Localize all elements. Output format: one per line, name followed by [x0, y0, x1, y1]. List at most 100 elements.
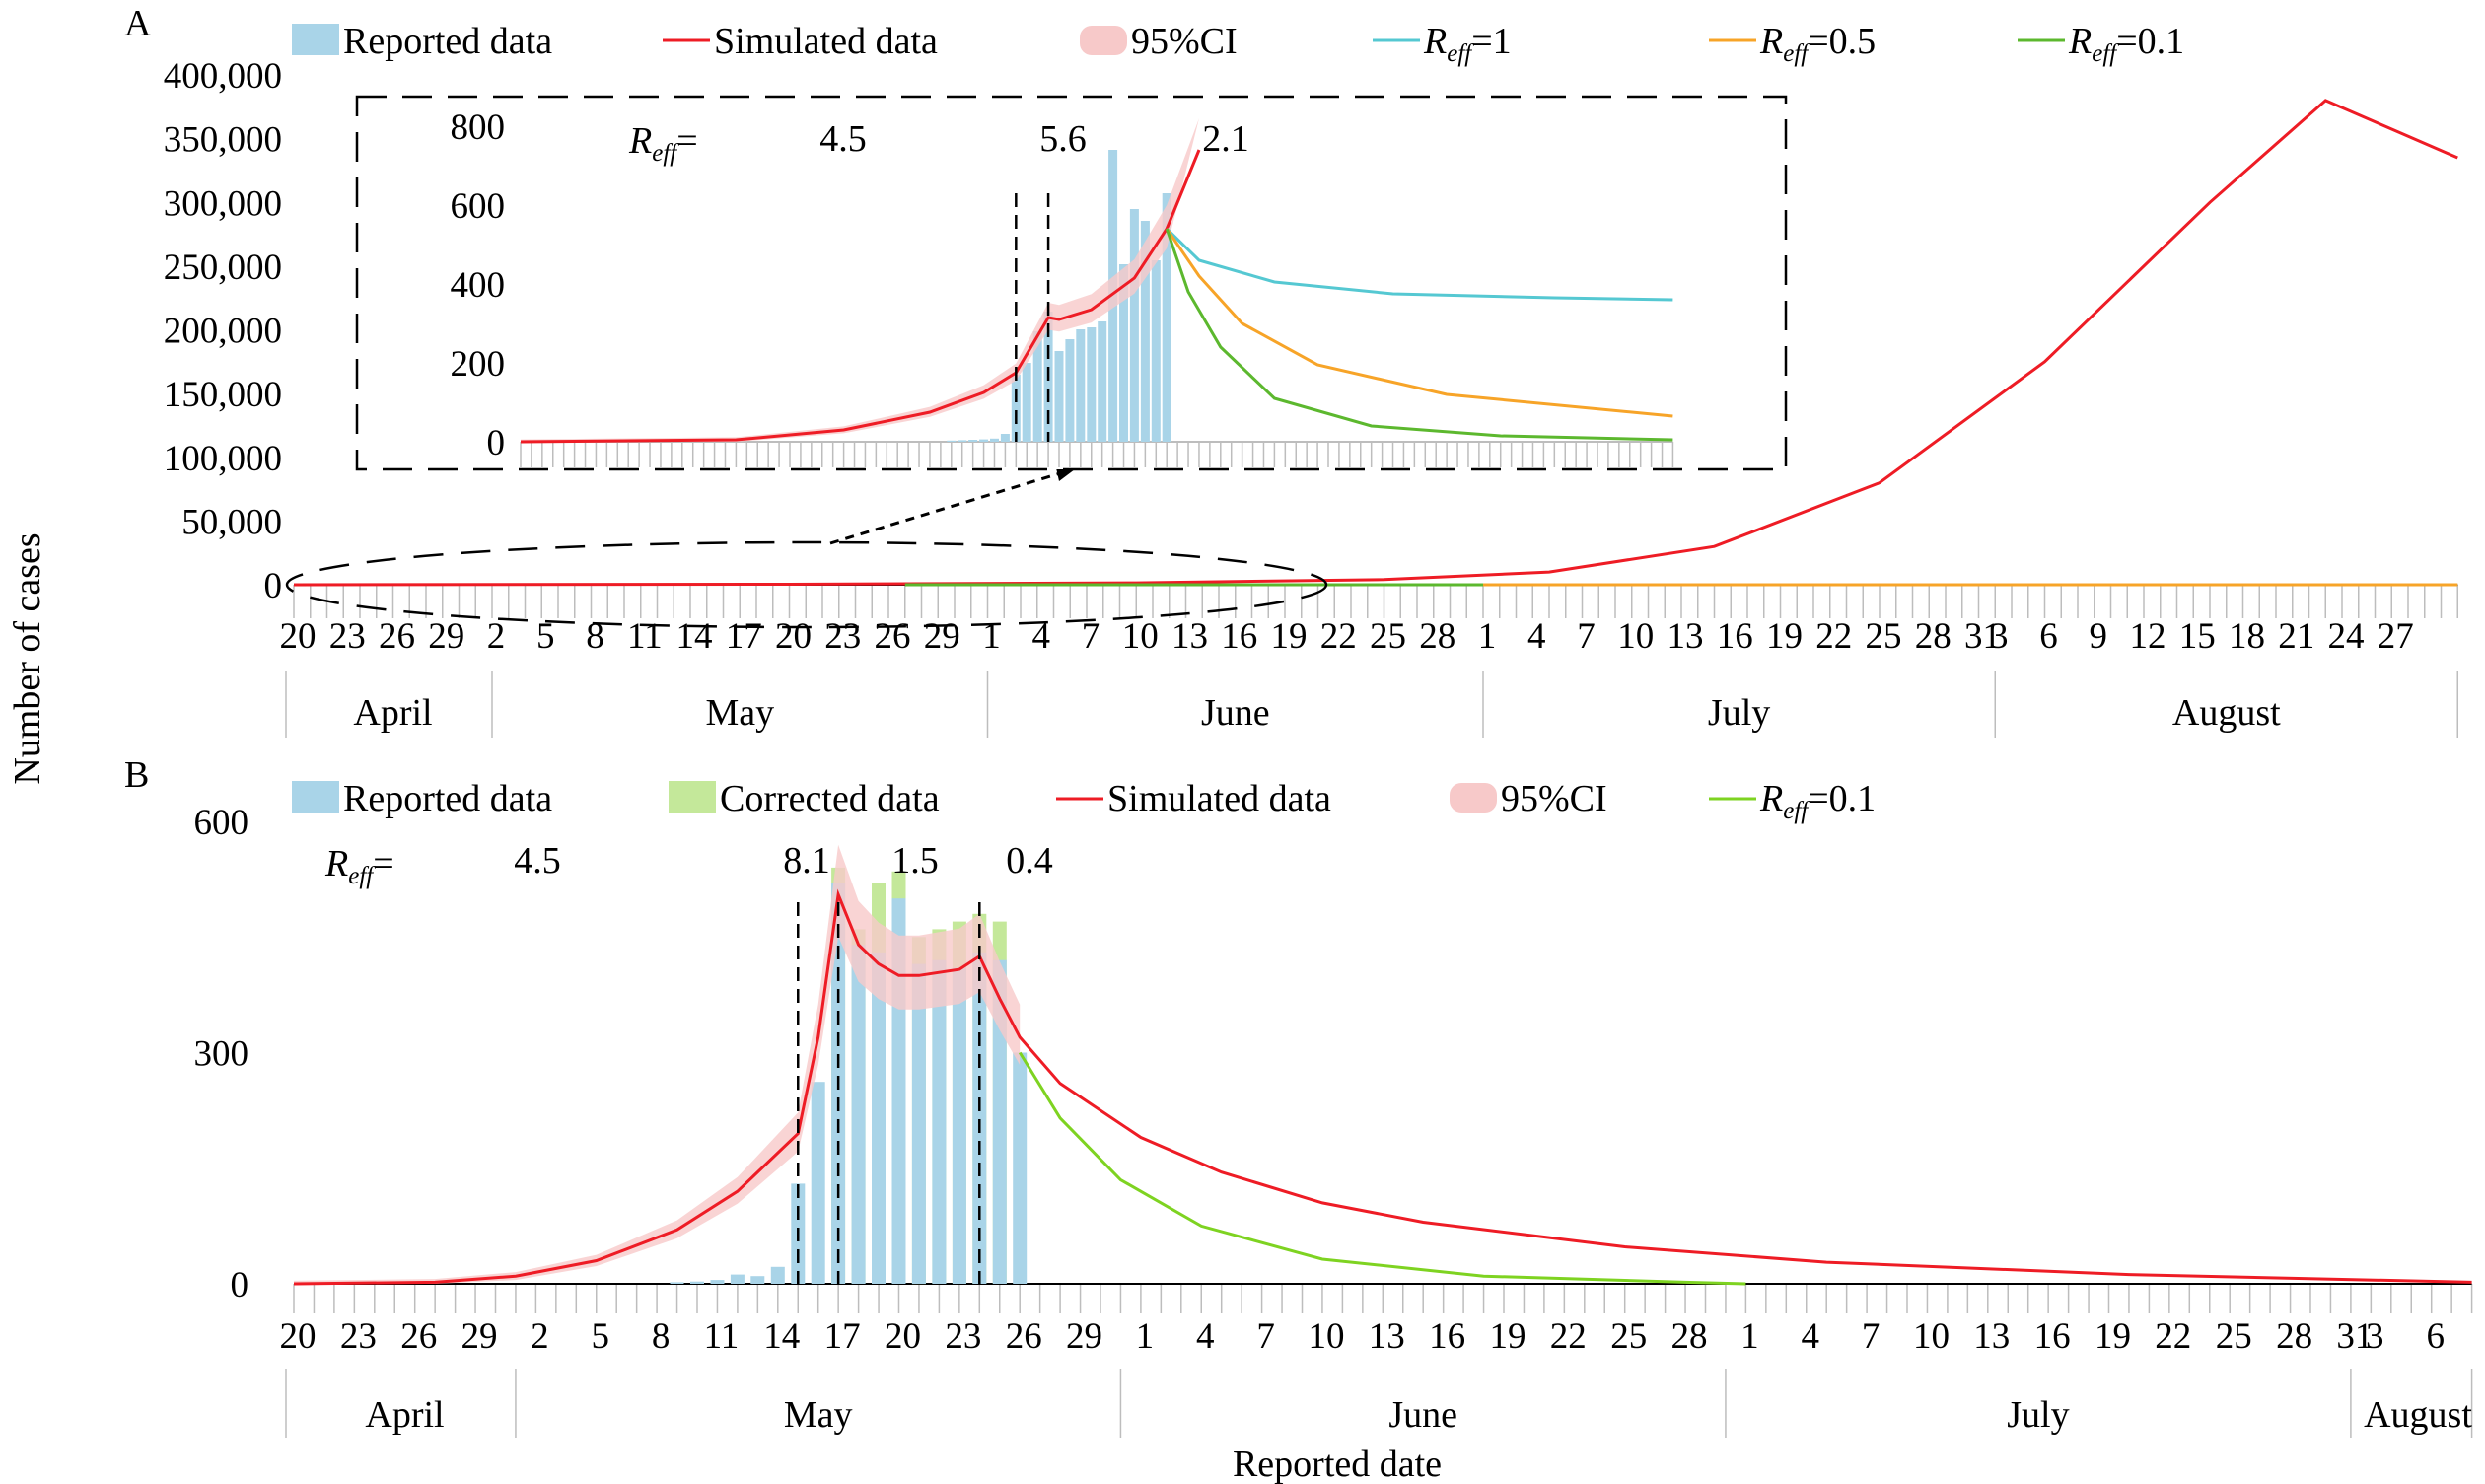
x-tick-label: 7	[1082, 616, 1100, 657]
reported-bar	[1129, 209, 1139, 442]
x-tick-label: 5	[536, 616, 555, 657]
x-tick-label: 22	[1320, 616, 1357, 657]
y-tick-label: 350,000	[164, 120, 282, 161]
x-tick-label: 22	[1550, 1316, 1587, 1357]
reff-value: 0.4	[1006, 840, 1053, 882]
x-tick-label: 13	[1172, 616, 1208, 657]
x-tick-label: 31	[2336, 1316, 2373, 1357]
reff-value: 4.5	[514, 840, 561, 882]
reported-bar	[750, 1276, 765, 1284]
reported-bar	[1076, 329, 1086, 442]
reported-bar	[947, 440, 957, 442]
panel-b-series	[293, 844, 2472, 1286]
y-tick-label: 0	[231, 1265, 249, 1306]
legend-label: Reff=0.5	[1759, 21, 1876, 67]
inset-simulated-line	[520, 149, 1201, 444]
x-tick-label: 17	[726, 616, 762, 657]
x-tick-label: 23	[340, 1316, 377, 1357]
x-tick-label: 28	[2276, 1316, 2312, 1357]
reported-bar	[1000, 434, 1010, 442]
reported-bar	[990, 438, 999, 442]
reported-bar	[1054, 351, 1064, 442]
x-tick-label: 26	[875, 616, 911, 657]
x-tick-label: 12	[2130, 616, 2166, 657]
y-tick-label: 50,000	[181, 502, 282, 542]
x-tick-label: 25	[2216, 1316, 2252, 1357]
y-axis-title: Number of cases	[7, 532, 48, 784]
y-tick-label: 300,000	[164, 183, 282, 224]
panel-a-inset: 0 200 400 600 800 Reff= 4.5 5.6 2.1	[355, 95, 1788, 471]
zoom-arrow	[829, 471, 1061, 545]
panel-b-reff-labels: Reff= 4.5 8.1 1.5 0.4	[324, 840, 1053, 889]
y-tick-label: 600	[194, 803, 249, 843]
legend-label: Reff=0.1	[1759, 778, 1876, 824]
x-tick-label: 1	[1740, 1316, 1759, 1357]
x-tick-label: 9	[2090, 616, 2108, 657]
x-tick-label: 20	[885, 1316, 921, 1357]
x-tick-label: 29	[924, 616, 960, 657]
panel-a-series	[293, 99, 2458, 587]
x-tick-label: 20	[280, 616, 317, 657]
x-tick-label: 26	[1006, 1316, 1042, 1357]
x-tick-label: 28	[1419, 616, 1456, 657]
reported-bar	[1032, 331, 1042, 442]
inset-reff-value: 4.5	[819, 118, 867, 160]
month-label: August	[2172, 692, 2281, 734]
x-tick-label: 22	[2155, 1316, 2191, 1357]
reff-label: Reff=	[324, 843, 394, 889]
x-tick-label: 7	[1862, 1316, 1881, 1357]
reported-bar	[958, 440, 967, 442]
panel-b-month-labels: April May June July August	[285, 1369, 2473, 1438]
x-tick-label: 16	[2034, 1316, 2071, 1357]
month-label: May	[705, 692, 774, 734]
inset-y-tick: 200	[451, 344, 506, 385]
legend-swatch-ci	[1080, 26, 1127, 55]
y-tick-label: 400,000	[164, 56, 282, 97]
reported-bar	[1140, 221, 1150, 442]
reported-bar	[1022, 363, 1031, 442]
month-label: June	[1388, 1394, 1457, 1436]
reported-bar	[811, 1082, 825, 1284]
x-tick-label: 16	[1221, 616, 1257, 657]
x-tick-label: 16	[1429, 1316, 1465, 1357]
inset-reff-labels: Reff= 4.5 5.6 2.1	[628, 118, 1249, 167]
legend-label: 95%CI	[1501, 778, 1607, 819]
month-label: May	[784, 1394, 853, 1436]
x-tick-label: 23	[329, 616, 366, 657]
panel-b-y-ticks: 0 300 600	[194, 803, 249, 1306]
x-tick-label: 23	[824, 616, 861, 657]
legend-label: Reff=0.1	[2068, 21, 2184, 67]
x-tick-label: 13	[1973, 1316, 2010, 1357]
x-tick-label: 3	[2366, 1316, 2384, 1357]
x-tick-label: 7	[1577, 616, 1596, 657]
x-tick-label: 27	[2378, 616, 2414, 657]
x-tick-label: 1	[1478, 616, 1497, 657]
month-label: April	[365, 1394, 444, 1436]
inset-y-tick: 0	[487, 423, 506, 463]
legend-swatch-ci	[1450, 783, 1497, 813]
zoom-region-ellipse	[285, 540, 1328, 629]
inset-reff-label: Reff=	[628, 120, 698, 167]
reported-bar	[1098, 321, 1107, 442]
panel-a-y-ticks: 0 50,000 100,000 150,000 200,000 250,000 300,0…	[164, 56, 282, 606]
x-tick-label: 18	[2229, 616, 2265, 657]
y-tick-label: 0	[264, 566, 283, 606]
y-tick-label: 100,000	[164, 439, 282, 479]
x-tick-label: 10	[1309, 1316, 1345, 1357]
x-tick-label: 25	[1610, 1316, 1647, 1357]
legend-label: 95%CI	[1131, 21, 1238, 62]
month-label: August	[2364, 1394, 2472, 1436]
x-tick-label: 2	[531, 1316, 549, 1357]
x-tick-label: 4	[1527, 616, 1546, 657]
x-tick-label: 20	[280, 1316, 317, 1357]
panel-a-month-labels: April May June July August	[285, 671, 2458, 738]
x-tick-label: 13	[1668, 616, 1704, 657]
x-tick-label: 7	[1256, 1316, 1275, 1357]
legend-label: Reported data	[343, 21, 552, 62]
reported-bar	[911, 963, 926, 1284]
legend-label: Reported data	[343, 778, 552, 819]
y-tick-label: 150,000	[164, 375, 282, 415]
reff-value: 8.1	[783, 840, 830, 882]
